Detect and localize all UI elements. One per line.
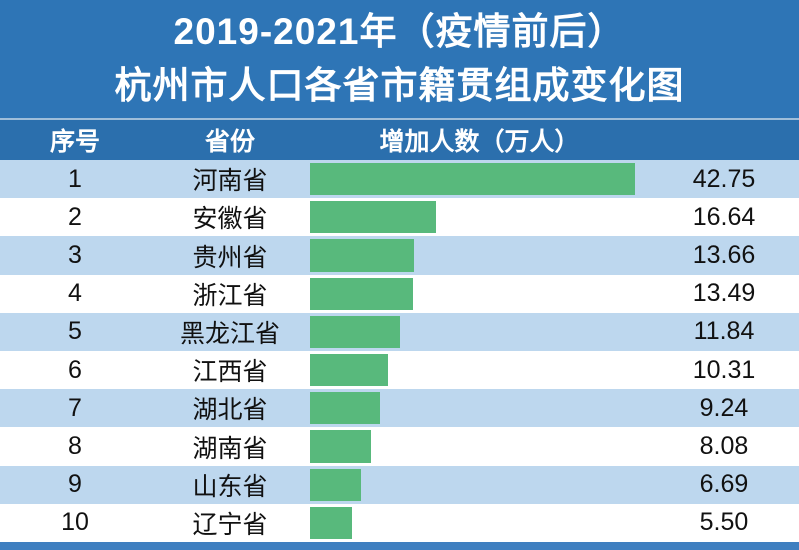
table-row: 2 安徽省 16.64 xyxy=(0,198,799,237)
value-bar xyxy=(310,277,413,310)
province-cell: 黑龙江省 xyxy=(179,319,280,348)
rank-cell: 7 xyxy=(68,393,82,422)
table-row: 5 黑龙江省 11.84 xyxy=(0,312,799,352)
bar-track xyxy=(310,275,649,313)
table-row: 8 湖南省 8.08 xyxy=(0,427,799,466)
table-row: 10 辽宁省 5.50 xyxy=(0,503,799,543)
province-cell: 河南省 xyxy=(192,167,268,196)
bar-track xyxy=(310,198,649,236)
rank-cell: 1 xyxy=(68,164,82,193)
value-cell: 11.84 xyxy=(693,317,755,346)
value-cell: 9.24 xyxy=(699,393,749,422)
province-cell: 湖南省 xyxy=(192,434,268,463)
rank-cell: 3 xyxy=(68,241,82,269)
chart-title-line2: 杭州市人口各省市籍贯组成变化图 xyxy=(114,65,685,106)
province-cell: 山东省 xyxy=(192,472,268,501)
table-header-row: 序号 省份 增加人数（万人） xyxy=(0,118,799,160)
bar-track xyxy=(310,313,649,351)
table-body: 1 河南省 42.75 2 安徽省 16.64 3 贵州省 13.66 4 浙江省 13.49 5 黑龙江… xyxy=(0,160,799,543)
table-row: 4 浙江省 13.49 xyxy=(0,274,799,313)
rank-cell: 4 xyxy=(68,279,82,308)
bar-track xyxy=(310,504,649,542)
rank-cell: 9 xyxy=(68,470,82,499)
value-bar xyxy=(310,468,361,501)
value-bar xyxy=(310,239,414,272)
province-cell: 贵州省 xyxy=(192,243,268,272)
value-bar xyxy=(310,201,437,234)
value-cell: 6.69 xyxy=(699,470,749,499)
value-cell: 5.50 xyxy=(699,508,749,537)
bar-track xyxy=(310,236,649,274)
header-rank: 序号 xyxy=(49,128,100,156)
chart-title-line1: 2019-2021年（疫情前后） xyxy=(173,11,626,53)
province-cell: 辽宁省 xyxy=(192,510,268,539)
province-cell: 浙江省 xyxy=(192,281,268,310)
bar-track xyxy=(310,466,649,504)
table-row: 9 山东省 6.69 xyxy=(0,465,799,504)
table-row: 3 贵州省 13.66 xyxy=(0,236,799,275)
value-bar xyxy=(310,315,401,348)
table-row: 6 江西省 10.31 xyxy=(0,351,799,390)
value-bar xyxy=(310,506,352,539)
bar-track xyxy=(310,389,649,427)
value-cell: 13.49 xyxy=(692,279,756,308)
table-row: 1 河南省 42.75 xyxy=(0,160,799,199)
value-cell: 10.31 xyxy=(692,355,756,384)
value-cell: 13.66 xyxy=(692,241,756,269)
header-value: 增加人数（万人） xyxy=(379,128,580,156)
bar-track xyxy=(310,351,649,389)
chart-title: 2019-2021年（疫情前后） 杭州市人口各省市籍贯组成变化图 xyxy=(0,0,799,118)
rank-cell: 10 xyxy=(61,508,89,537)
value-bar xyxy=(310,392,381,425)
header-province: 省份 xyxy=(204,128,255,156)
value-cell: 8.08 xyxy=(699,432,749,461)
value-bar xyxy=(310,163,635,196)
rank-cell: 6 xyxy=(68,355,82,384)
province-cell: 江西省 xyxy=(192,358,268,387)
value-cell: 16.64 xyxy=(692,202,756,231)
value-bar xyxy=(310,354,389,387)
value-cell: 42.75 xyxy=(692,164,756,193)
bar-track xyxy=(310,427,649,465)
province-cell: 安徽省 xyxy=(192,205,268,234)
rank-cell: 8 xyxy=(68,432,82,461)
bar-track xyxy=(310,160,649,198)
rank-cell: 5 xyxy=(68,317,82,346)
footer-strip xyxy=(0,542,799,550)
rank-cell: 2 xyxy=(68,202,82,231)
value-bar xyxy=(310,430,372,463)
province-cell: 湖北省 xyxy=(192,396,268,425)
table-row: 7 湖北省 9.24 xyxy=(0,389,799,428)
